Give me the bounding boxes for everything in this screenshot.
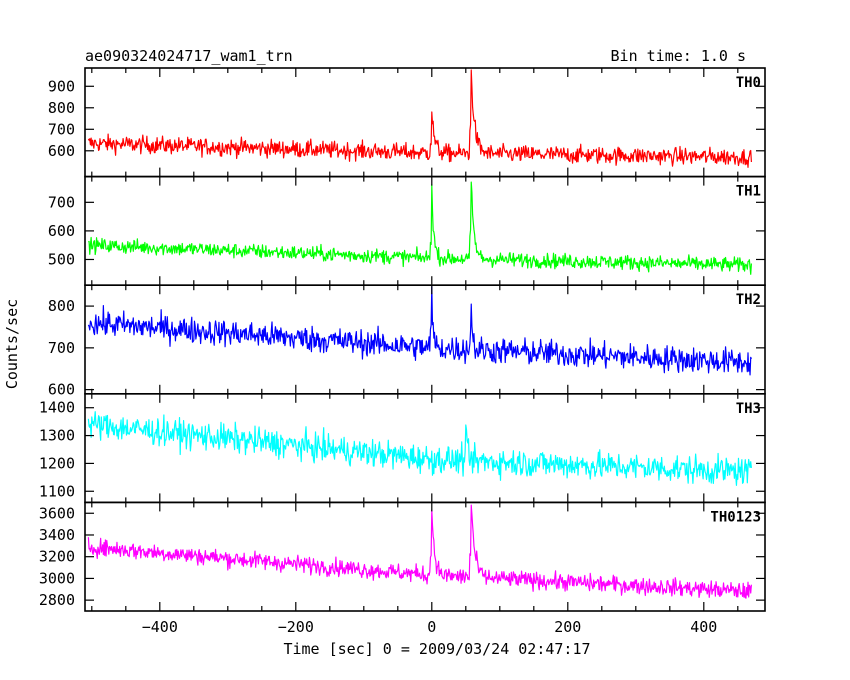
y-tick-label: 1400 xyxy=(39,399,75,417)
x-tick-label: −400 xyxy=(142,618,178,636)
x-tick-label: 200 xyxy=(554,618,581,636)
bin-time-label: Bin time: 1.0 s xyxy=(611,47,746,65)
y-tick-label: 800 xyxy=(48,99,75,117)
panel-label-th3: TH3 xyxy=(736,401,761,417)
y-tick-label: 600 xyxy=(48,142,75,160)
panel-label-th2: TH2 xyxy=(736,292,761,308)
series-th0-line xyxy=(87,69,752,168)
x-tick-label: 400 xyxy=(690,618,717,636)
y-tick-label: 800 xyxy=(48,297,75,315)
chart-title: ae090324024717_wam1_trn xyxy=(85,47,293,65)
panel-th0: 600 700 800 900 TH0 xyxy=(48,67,766,178)
y-tick-label: 3000 xyxy=(39,569,75,587)
panel-frame xyxy=(84,67,766,178)
panel-frame xyxy=(84,392,766,504)
y-tick-label: 600 xyxy=(48,222,75,240)
y-tick-label: 700 xyxy=(48,193,75,211)
plot-panels: 600 700 800 900 TH0 500 600 700 TH1 600 700 800 TH2 1… xyxy=(39,67,766,636)
panel-th0123: 2800 3000 3200 3400 3600 TH0123 xyxy=(39,501,766,612)
y-tick-label: 700 xyxy=(48,339,75,357)
y-tick-label: 1300 xyxy=(39,427,75,445)
panel-label-th0123: TH0123 xyxy=(710,509,761,525)
series-th0123-line xyxy=(87,504,752,599)
series-th2-line xyxy=(87,286,752,376)
y-tick-label: 500 xyxy=(48,250,75,268)
panel-label-th0: TH0 xyxy=(736,75,761,91)
x-tick-label: 0 xyxy=(427,618,436,636)
panel-frame xyxy=(84,284,766,395)
x-axis-title: Time [sec] 0 = 2009/03/24 02:47:17 xyxy=(283,640,590,658)
series-th1-line xyxy=(87,181,752,275)
panel-th3: 1100 1200 1300 1400 TH3 xyxy=(39,392,766,504)
series-th3-line xyxy=(87,411,752,486)
y-tick-label: 3400 xyxy=(39,526,75,544)
y-tick-label: 3200 xyxy=(39,548,75,566)
panel-th2: 600 700 800 TH2 xyxy=(48,284,766,399)
y-tick-label: 900 xyxy=(48,77,75,95)
x-tick-label: −200 xyxy=(278,618,314,636)
y-tick-label: 1200 xyxy=(39,454,75,472)
y-tick-label: 3600 xyxy=(39,504,75,522)
y-tick-label: 1100 xyxy=(39,482,75,500)
y-tick-label: 700 xyxy=(48,120,75,138)
y-axis-title: Counts/sec xyxy=(3,299,21,389)
y-tick-label: 2800 xyxy=(39,591,75,609)
panel-th1: 500 600 700 TH1 xyxy=(48,175,766,287)
panel-frame xyxy=(84,175,766,287)
panel-label-th1: TH1 xyxy=(736,184,761,200)
y-tick-label: 600 xyxy=(48,381,75,399)
